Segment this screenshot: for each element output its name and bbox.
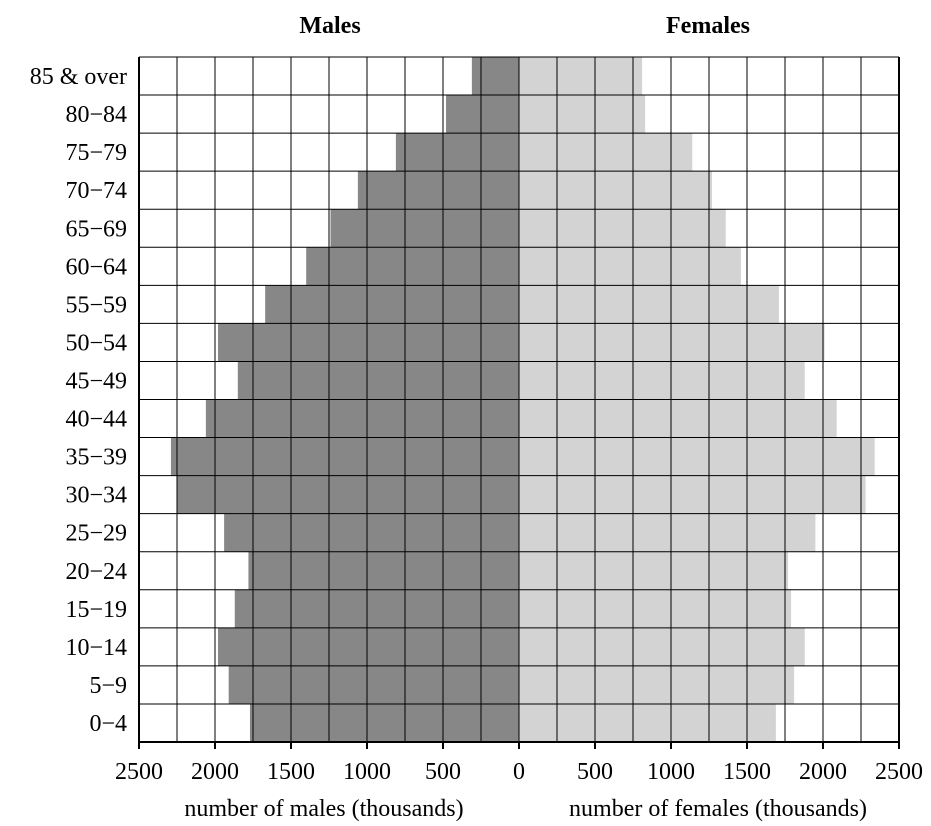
y-tick-label: 30−34 — [65, 483, 127, 509]
y-tick-label: 50−54 — [65, 330, 127, 356]
y-tick-label: 55−59 — [65, 292, 127, 318]
bar-males — [177, 475, 519, 514]
x-tick-label-females: 500 — [577, 759, 613, 785]
bar-females — [519, 209, 726, 248]
bar-females — [519, 665, 795, 704]
bar-females — [519, 475, 866, 514]
x-tick-label-females: 2500 — [875, 759, 923, 785]
y-tick-label: 35−39 — [65, 445, 127, 471]
bar-females — [519, 247, 741, 286]
bar-males — [395, 133, 519, 172]
x-tick-label-females: 2000 — [799, 759, 847, 785]
bar-females — [519, 513, 816, 552]
bar-males — [248, 551, 519, 590]
y-tick-label: 40−44 — [65, 407, 127, 433]
bar-males — [330, 209, 519, 248]
bar-males — [265, 285, 519, 324]
bar-males — [205, 399, 519, 438]
bar-males — [249, 703, 519, 742]
bar-males — [170, 437, 520, 476]
y-tick-label: 0−4 — [89, 711, 127, 737]
x-tick-label-zero: 0 — [513, 759, 525, 785]
bars-group — [170, 57, 875, 742]
bar-females — [519, 285, 779, 324]
bar-females — [519, 323, 825, 362]
bar-males — [306, 247, 519, 286]
bar-females — [519, 627, 805, 666]
x-tick-label-males: 1000 — [343, 759, 391, 785]
bar-females — [519, 399, 837, 438]
bar-females — [519, 703, 776, 742]
y-tick-label: 5−9 — [89, 673, 127, 699]
x-tick-label-males: 2500 — [115, 759, 163, 785]
y-tick-label: 70−74 — [65, 178, 127, 204]
bar-females — [519, 551, 789, 590]
bar-females — [519, 133, 693, 172]
bar-males — [471, 57, 519, 96]
bar-females — [519, 361, 805, 400]
y-tick-label: 75−79 — [65, 140, 127, 166]
bar-females — [519, 171, 713, 210]
bar-males — [224, 513, 519, 552]
bar-males — [228, 665, 519, 704]
y-tick-label: 80−84 — [65, 102, 127, 128]
bar-females — [519, 95, 646, 134]
grid-group — [138, 56, 900, 743]
y-tick-label: 10−14 — [65, 635, 127, 661]
title-females: Females — [666, 13, 750, 39]
bar-males — [234, 589, 519, 628]
y-tick-label: 15−19 — [65, 597, 127, 623]
x-tick-label-males: 1500 — [267, 759, 315, 785]
title-males: Males — [299, 13, 360, 39]
x-tick-label-females: 1500 — [723, 759, 771, 785]
x-tick-label-females: 1000 — [647, 759, 695, 785]
x-tick-label-males: 500 — [425, 759, 461, 785]
y-tick-label: 85 & over — [30, 64, 127, 90]
y-tick-label: 45−49 — [65, 368, 127, 394]
bar-males — [446, 95, 519, 134]
bar-females — [519, 437, 875, 476]
y-tick-label: 65−69 — [65, 216, 127, 242]
bar-females — [519, 589, 792, 628]
y-tick-label: 20−24 — [65, 559, 127, 585]
bar-males — [218, 323, 520, 362]
bar-females — [519, 57, 643, 96]
labels-group: 85 & over 80−84 75−79 70−74 65−69 60−64 55−59 5… — [30, 64, 127, 737]
y-tick-label: 60−64 — [65, 254, 127, 280]
y-tick-label: 25−29 — [65, 521, 127, 547]
ticks-group: 2500 2000 1500 1000 500 0 500 1000 1500 2000 2500 — [115, 742, 923, 785]
x-axis-label-females: number of females (thousands) — [569, 796, 867, 822]
bar-males — [357, 171, 519, 210]
x-tick-label-males: 2000 — [191, 759, 239, 785]
bar-males — [237, 361, 520, 400]
bar-males — [218, 627, 520, 666]
x-axis-label-males: number of males (thousands) — [184, 796, 463, 822]
